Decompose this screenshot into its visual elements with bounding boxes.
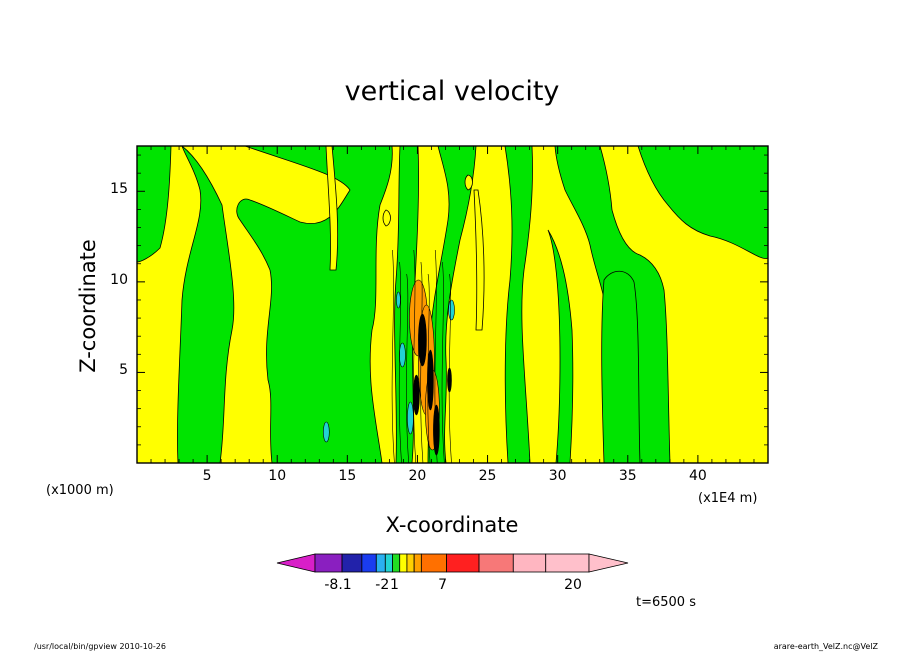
positive-streak — [473, 189, 485, 331]
core-cell — [418, 313, 427, 367]
negative-band — [177, 146, 235, 463]
core-cell — [407, 401, 414, 435]
core-contour — [434, 249, 438, 463]
x-tick-label: 30 — [548, 468, 567, 484]
colorbar-segment — [413, 553, 422, 573]
negative-band — [504, 146, 533, 463]
colorbar — [276, 553, 629, 573]
negative-band — [427, 146, 477, 463]
y-tick-label: 15 — [110, 181, 128, 198]
core-contour — [427, 273, 431, 463]
core-contour — [406, 273, 409, 463]
positive-streak — [464, 174, 473, 191]
core-contour — [413, 249, 417, 463]
negative-band — [601, 270, 641, 463]
core-contour — [448, 273, 452, 463]
x-tick-label: 10 — [268, 468, 287, 484]
colorbar-segment — [399, 553, 408, 573]
colorbar-segment — [314, 553, 343, 573]
chart-title: vertical velocity — [344, 76, 560, 107]
core-contour — [398, 261, 402, 463]
footer-file-info: arare-earth_VelZ.nc@VelZ — [773, 642, 878, 651]
x-unit-label: (x1000 m) — [46, 483, 114, 498]
colorbar-over-arrow — [588, 553, 629, 573]
negative-band — [547, 229, 574, 463]
axis-ticks — [137, 146, 768, 463]
core-contour — [441, 261, 445, 463]
core-cell — [399, 342, 406, 368]
x-axis-label: X-coordinate — [385, 513, 519, 537]
colorbar-label: 20 — [564, 577, 582, 593]
x-tick-label: 20 — [408, 468, 427, 484]
colorbar-label: 1 — [390, 577, 399, 593]
positive-streak — [325, 146, 339, 271]
colorbar-segment — [375, 553, 386, 573]
footer-program-info: /usr/local/bin/gpview 2010-10-26 — [34, 642, 166, 651]
colorbar-segment — [545, 553, 590, 573]
convective-core — [322, 249, 455, 463]
colorbar-under-arrow — [276, 553, 316, 573]
colorbar-segment — [384, 553, 393, 573]
core-contour — [391, 249, 395, 463]
core-cell — [448, 299, 455, 321]
x-tick-label: 25 — [478, 468, 497, 484]
core-cell — [413, 374, 420, 416]
colorbar-label: -8.1 — [324, 577, 352, 593]
colorbar-segment — [478, 553, 514, 573]
x-tick-label: 40 — [688, 468, 707, 484]
negative-band — [236, 146, 393, 463]
negative-band — [637, 146, 768, 259]
colorbar-segment — [392, 553, 401, 573]
colorbar-label: -2 — [375, 577, 390, 593]
positive-streak — [382, 209, 391, 227]
colorbar-label: 7 — [438, 577, 448, 593]
y-tick-label: 5 — [119, 362, 128, 379]
core-cell — [427, 349, 434, 411]
x-scale-label: (x1E4 m) — [698, 491, 758, 506]
x-tick-label: 15 — [338, 468, 357, 484]
time-label: t=6500 s — [636, 595, 696, 610]
colorbar-segment — [361, 553, 377, 573]
plot-frame — [136, 145, 769, 464]
core-cell — [322, 421, 330, 443]
x-tick-label: 5 — [202, 468, 212, 484]
colorbar-segment — [446, 553, 480, 573]
y-axis-label: Z-coordinate — [76, 239, 100, 373]
negative-band — [394, 146, 419, 463]
colorbar-segment — [406, 553, 415, 573]
colorbar-segment — [341, 553, 363, 573]
x-tick-label: 35 — [618, 468, 637, 484]
colorbar-segment — [512, 553, 547, 573]
negative-band — [137, 146, 172, 263]
y-tick-label: 10 — [110, 271, 128, 288]
colorbar-segment — [420, 553, 447, 573]
core-cell — [396, 291, 401, 309]
core-contour — [420, 261, 424, 463]
contour-field — [137, 146, 768, 463]
